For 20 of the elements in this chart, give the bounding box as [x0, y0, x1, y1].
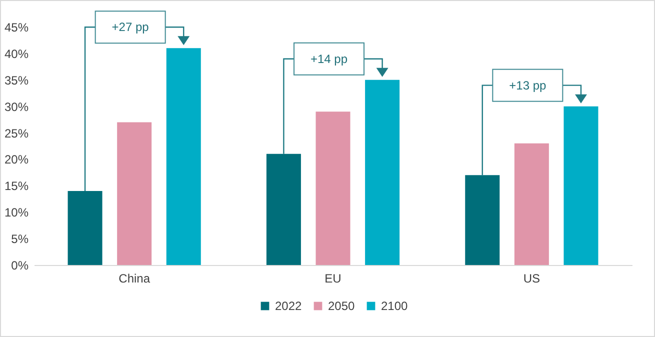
y-tick-label: 25% — [4, 126, 29, 140]
y-tick-label: 35% — [4, 73, 29, 88]
legend-label: 2100 — [381, 299, 408, 313]
x-tick-label: China — [118, 272, 150, 286]
annotation: +13 pp — [509, 78, 547, 92]
y-tick-label: 5% — [11, 232, 29, 246]
y-tick-label: 45% — [4, 20, 29, 34]
x-tick-label: US — [523, 272, 540, 286]
bar — [68, 190, 102, 265]
y-tick-label: 30% — [4, 100, 29, 114]
legend-label: 2022 — [275, 299, 302, 313]
y-tick-label: 0% — [11, 258, 29, 272]
y-tick-label: 20% — [4, 152, 29, 167]
x-tick-label: EU — [324, 272, 342, 286]
y-tick-label: 15% — [4, 179, 29, 194]
y-tick-label: 10% — [4, 206, 29, 220]
y-tick-label: 40% — [4, 46, 29, 61]
legend-label: 2050 — [328, 299, 356, 313]
annotation: +14 pp — [310, 52, 348, 66]
annotation: +27 pp — [112, 20, 150, 34]
